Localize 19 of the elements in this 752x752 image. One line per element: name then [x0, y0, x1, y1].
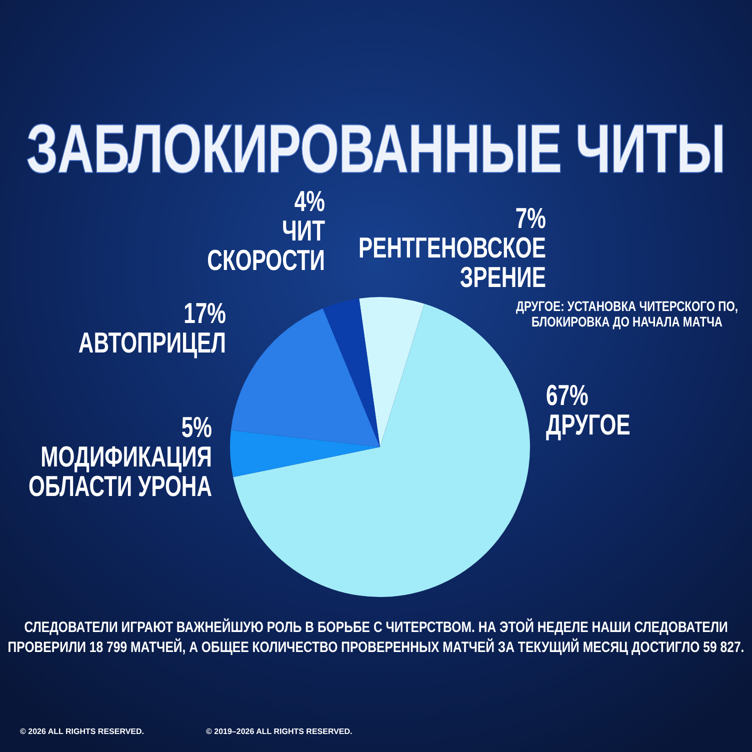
data-label: 4% [294, 186, 325, 218]
text: © 2019–2026 ALL RIGHTS RESERVED. [206, 727, 352, 736]
data-label: 7% [515, 202, 546, 235]
slice-label: ЧИТ СКОРОСТИ [207, 215, 326, 277]
data-label: 17% [184, 298, 226, 330]
text: © 2026 ALL RIGHTS RESERVED. [20, 727, 144, 736]
slice-label: РЕНТГЕНОВСКОЕ ЗРЕНИЕ [358, 232, 546, 294]
text: ДРУГОЕ: УСТАНОВКА ЧИТЕРСКОГО ПО, БЛОКИРОВКА ДО НАЧАЛА МАТЧА [516, 298, 738, 330]
slice-label: МОДИФИКАЦИЯ ОБЛАСТИ УРОНА [28, 441, 212, 503]
slice-label: АВТОПРИЦЕЛ [78, 327, 226, 360]
pie-slice [230, 308, 380, 447]
pie-slice [230, 430, 380, 478]
chart-title: ЗАБЛОКИРОВАННЫЕ ЧИТЫ [26, 110, 726, 187]
pie-slice [322, 298, 380, 447]
pie-slice [359, 297, 424, 447]
data-label: 67% [546, 380, 588, 412]
data-label: 5% [181, 412, 212, 444]
slice-label: ДРУГОЕ [546, 409, 630, 442]
text: СЛЕДОВАТЕЛИ ИГРАЮТ ВАЖНЕЙШУЮ РОЛЬ В БОРЬБЕ С ЧИТЕРСТВОМ. НА ЭТОЙ НЕДЕЛЕ НАШИ СЛЕДОВАТЕЛИ ПРОВЕРИЛИ 18 799 МАТЧЕЙ, А ОБЩЕЕ КОЛИЧЕСТВО ПРОВЕРЕННЫХ МАТЧЕЙ ЗА ТЕКУЩИЙ МЕСЯЦ ДОСТИГЛО 59 827. [8, 618, 744, 656]
